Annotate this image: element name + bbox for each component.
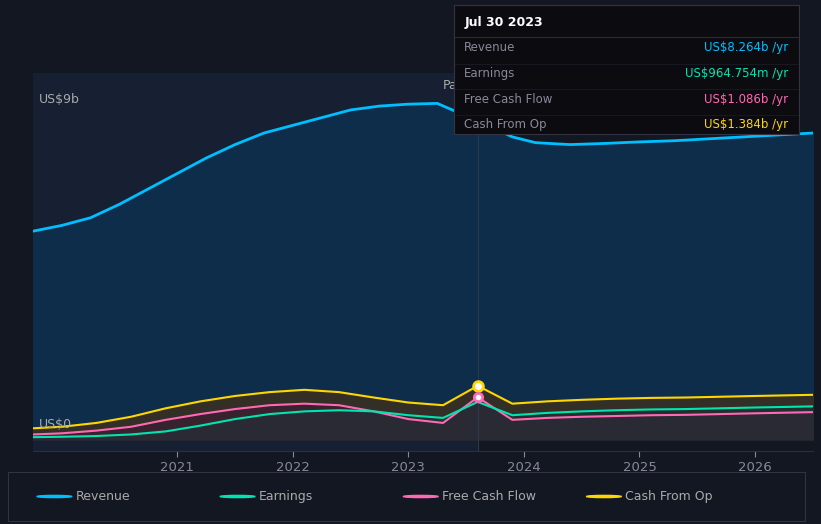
Text: US$8.264b /yr: US$8.264b /yr [704, 41, 788, 54]
Text: Earnings: Earnings [465, 67, 516, 80]
Text: Cash From Op: Cash From Op [465, 118, 547, 131]
Circle shape [403, 495, 438, 498]
Text: US$0: US$0 [39, 418, 71, 431]
Text: Revenue: Revenue [76, 490, 131, 503]
Circle shape [586, 495, 621, 498]
Text: US$964.754m /yr: US$964.754m /yr [686, 67, 788, 80]
Text: US$9b: US$9b [39, 93, 80, 106]
Circle shape [220, 495, 255, 498]
Bar [33, 73, 478, 451]
Text: Revenue: Revenue [465, 41, 516, 54]
Text: Earnings: Earnings [259, 490, 314, 503]
Bar [478, 73, 813, 451]
Text: US$1.086b /yr: US$1.086b /yr [704, 93, 788, 105]
Text: Free Cash Flow: Free Cash Flow [465, 93, 553, 105]
Text: Jul 30 2023: Jul 30 2023 [465, 16, 543, 28]
Text: Past: Past [443, 79, 469, 92]
Text: Free Cash Flow: Free Cash Flow [443, 490, 536, 503]
Text: Analysts Forecasts: Analysts Forecasts [495, 79, 612, 92]
Text: Cash From Op: Cash From Op [626, 490, 713, 503]
Circle shape [37, 495, 72, 498]
Text: US$1.384b /yr: US$1.384b /yr [704, 118, 788, 131]
